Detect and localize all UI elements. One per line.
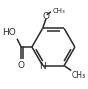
Text: HO: HO [2, 28, 16, 37]
Text: CH₃: CH₃ [72, 71, 86, 80]
Text: O: O [42, 12, 49, 21]
Text: CH₃: CH₃ [53, 8, 65, 14]
Text: N: N [39, 62, 46, 71]
Text: O: O [18, 61, 25, 70]
